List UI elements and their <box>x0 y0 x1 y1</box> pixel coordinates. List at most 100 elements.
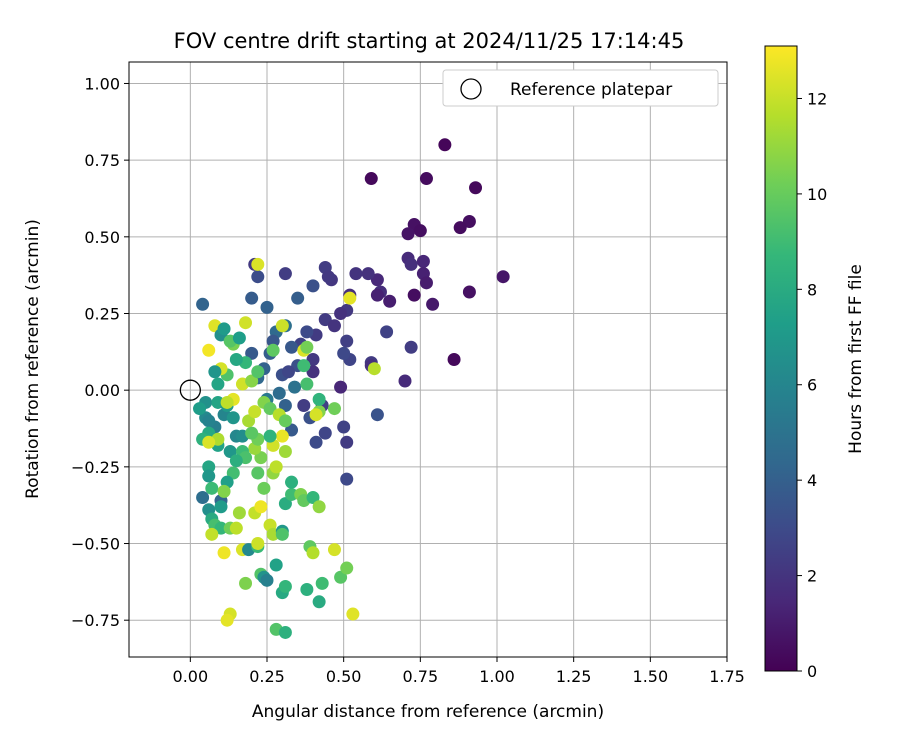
data-point <box>340 435 354 449</box>
data-point <box>300 377 314 391</box>
data-point <box>306 365 320 379</box>
data-point <box>269 460 283 474</box>
data-point <box>248 405 262 419</box>
data-point <box>306 353 320 366</box>
data-point <box>309 435 323 449</box>
data-point <box>349 267 363 281</box>
data-point <box>278 414 292 428</box>
x-tick-label: 1.50 <box>633 667 669 686</box>
x-tick-label: 0.75 <box>403 667 439 686</box>
data-point <box>367 362 381 376</box>
y-tick-label: −0.25 <box>71 458 120 477</box>
data-point <box>205 481 219 495</box>
data-point <box>300 325 314 339</box>
x-tick-label: 0.00 <box>173 667 209 686</box>
data-point <box>334 380 348 394</box>
data-point <box>306 279 320 293</box>
data-point <box>340 472 354 486</box>
data-point <box>300 583 314 597</box>
data-point <box>361 267 375 281</box>
data-point <box>217 322 231 336</box>
data-point <box>202 469 216 483</box>
data-point <box>245 346 259 360</box>
data-point <box>245 291 259 305</box>
data-point <box>223 445 237 459</box>
data-point <box>337 346 351 360</box>
data-point <box>275 429 289 443</box>
data-point <box>193 402 207 416</box>
data-point <box>447 353 461 366</box>
colorbar-gradient <box>764 45 798 672</box>
x-axis-ticks: 0.00 0.25 0.50 0.75 1.00 1.25 1.50 1.75 <box>173 657 745 686</box>
data-point <box>232 331 246 345</box>
data-point <box>217 546 231 560</box>
data-point <box>370 288 384 302</box>
x-tick-label: 1.00 <box>479 667 515 686</box>
data-point <box>242 414 256 428</box>
data-point <box>214 521 228 535</box>
y-tick-label: 0.00 <box>84 381 120 400</box>
colorbar-tick-label: 10 <box>807 185 827 204</box>
data-point <box>214 500 228 514</box>
data-point <box>196 297 210 311</box>
x-tick-label: 0.50 <box>326 667 362 686</box>
data-point <box>398 374 412 388</box>
data-point <box>407 288 421 302</box>
data-point <box>426 297 440 311</box>
data-point <box>202 435 216 449</box>
colorbar-tick-label: 2 <box>807 567 817 586</box>
data-point <box>278 399 292 413</box>
data-point <box>278 445 292 459</box>
data-point <box>343 291 357 305</box>
data-point <box>220 613 234 627</box>
data-point <box>245 426 259 440</box>
data-point <box>370 273 384 287</box>
data-point <box>340 334 354 348</box>
data-point <box>285 340 299 354</box>
data-point <box>266 343 280 357</box>
data-point <box>254 500 268 514</box>
y-tick-label: −0.50 <box>71 535 120 554</box>
y-axis-label: Rotation from reference (arcmin) <box>23 219 43 499</box>
legend-box <box>442 69 719 107</box>
data-point <box>205 527 219 541</box>
colorbar-tick-label: 8 <box>807 280 817 299</box>
data-point <box>226 466 240 480</box>
data-point <box>229 454 243 468</box>
data-point <box>278 497 292 511</box>
data-point <box>196 491 210 505</box>
data-point <box>309 408 323 422</box>
data-point <box>462 285 476 299</box>
data-point <box>251 537 265 551</box>
colorbar: 0 2 4 6 8 10 12 Hours from first FF file <box>764 45 866 681</box>
data-point <box>251 270 265 284</box>
data-point <box>306 546 320 560</box>
data-point <box>321 270 335 284</box>
data-point <box>419 172 433 186</box>
data-point <box>239 316 253 330</box>
chart-title: FOV centre drift starting at 2024/11/25 … <box>174 29 685 53</box>
data-point <box>239 576 253 590</box>
data-point <box>226 411 240 425</box>
y-tick-label: 0.50 <box>84 228 120 247</box>
data-point <box>202 343 216 357</box>
data-point <box>254 451 268 465</box>
data-point <box>413 224 427 238</box>
data-points <box>179 138 510 639</box>
data-point <box>202 414 216 428</box>
data-point <box>229 353 243 366</box>
data-point <box>260 300 274 314</box>
data-point <box>327 319 341 333</box>
colorbar-tick-label: 4 <box>807 471 817 490</box>
data-point <box>263 429 277 443</box>
data-point <box>340 561 354 575</box>
grid-lines <box>129 62 728 657</box>
data-point <box>297 359 311 373</box>
colorbar-tick-label: 0 <box>807 662 817 681</box>
data-point <box>272 386 286 400</box>
data-point <box>269 558 283 572</box>
data-point <box>285 475 299 489</box>
x-tick-label: 0.25 <box>249 667 285 686</box>
data-point <box>453 221 467 235</box>
